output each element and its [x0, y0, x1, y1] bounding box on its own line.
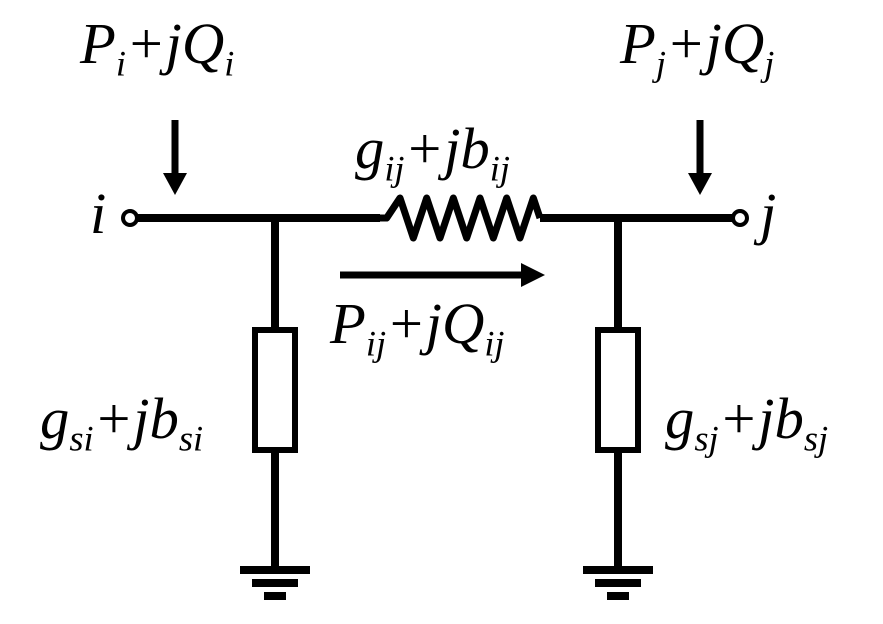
series-flow-label: Pij+jQij — [330, 290, 505, 365]
flow-arrow-head — [521, 263, 545, 287]
shunt-right-box — [598, 330, 638, 450]
shunt-left-label: gsi+jbsi — [40, 385, 203, 460]
node-j-label: j — [760, 180, 776, 247]
injection-i-label: Pi+jQi — [80, 10, 234, 85]
series-resistor — [380, 198, 540, 238]
shunt-right-label: gsj+jbsj — [665, 385, 828, 460]
circuit-canvas: Pi+jQi Pj+jQj i j gij+jbij Pij+jQij gsi+… — [0, 0, 883, 624]
series-admittance-label: gij+jbij — [355, 115, 510, 190]
shunt-left-box — [255, 330, 295, 450]
terminal-i — [123, 211, 137, 225]
terminal-j — [733, 211, 747, 225]
injection-j-arrow-head — [688, 173, 712, 195]
injection-i-arrow-head — [163, 173, 187, 195]
injection-j-label: Pj+jQj — [620, 10, 774, 85]
node-i-label: i — [90, 180, 106, 247]
